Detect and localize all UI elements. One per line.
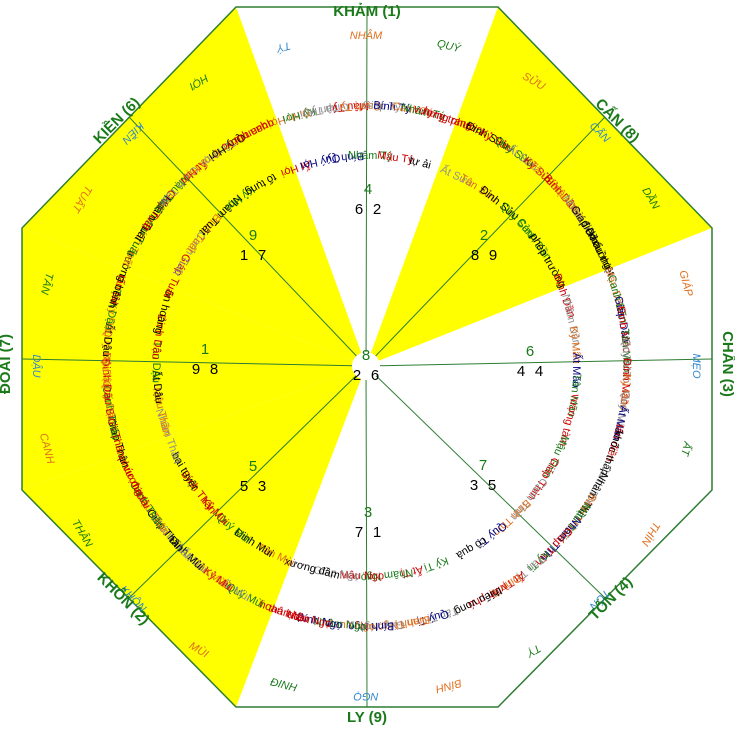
sector-divider [365,6,368,367]
stem-branch-label: Đinh Dậu [99,358,114,404]
palace-left-number-can8: 8 [471,247,479,264]
palace-left-number-khon: 5 [240,478,248,495]
palace-right-number-doai: 8 [210,361,218,378]
palace-right-number-kien: 7 [258,247,266,264]
stem-branch-label: Quý Dậu [99,328,114,372]
palace-left-number-kien: 1 [240,247,248,264]
stem-branch-label: Tân Mão [618,328,633,372]
palace-right-number-ly: 1 [373,524,381,541]
stem-branch-label: Canh Ngọ [325,618,375,633]
sector-title-label: ẤT [678,439,695,458]
palace-main-number-kien: 9 [249,227,257,244]
palace-name-ly: LY (9) [347,709,387,726]
stem-branch-label: Mậu Ngọ [339,569,384,582]
center-right-number: 6 [371,367,379,384]
stem-branch-label: Tân Dậu [150,341,163,383]
sector-divider [128,365,367,599]
octagon-border [21,6,713,708]
center-numbers: 82 6 [353,347,379,384]
palace-sectors [21,6,713,708]
sector-title-label: QUÝ [436,37,463,56]
sector-title-label: NGỌ [353,690,379,702]
stem-branch-label: Nhâm Ngọ [313,616,367,633]
palace-sector-doai [22,228,366,490]
palace-left-number-ton: 3 [470,477,478,494]
stem-branch-label: Bính Tý [373,99,412,115]
stem-branch-label: Kỷ Dậu [100,353,113,389]
stem-branch-label: Mậu Tý [376,150,414,167]
sector-title-label: BÍNH [434,676,463,695]
stem-branch-label: Bính Tý [325,149,364,165]
palace-right-number-kham: 2 [373,201,381,218]
sector-title-label: TÝ [274,39,292,55]
sector-divider [21,358,367,367]
palace-left-number-chan: 4 [517,363,525,380]
stem-branch-label: Ất Dậu [100,323,116,358]
sector-divider [128,116,367,367]
stem-branch-label: Quý Mão [620,338,633,383]
stem-branch-label: Giáp Tý [362,99,401,113]
palace-main-number-chan: 6 [526,343,534,360]
stem-branch-label: Canh Tý [340,100,382,113]
center-hub [352,352,380,380]
palace-name-doai: ĐOÀI (7) [0,334,14,394]
palace-main-number-ton: 7 [479,457,487,474]
stem-branch-label: Giáp Ngọ [358,618,405,633]
palace-main-number-kham: 4 [364,181,372,198]
palace-main-number-can8: 2 [480,227,488,244]
palace-main-number-doai: 1 [201,341,209,358]
sector-title-label: MẸO [690,353,702,379]
palace-right-number-khon: 3 [258,478,266,495]
palace-left-number-doai: 9 [192,361,200,378]
palace-name-kham: KHẢM (1) [333,3,401,20]
stem-branch-label: Bính Ngọ [348,620,394,633]
stem-branch-label: Quý Dậu [100,380,118,425]
stem-branch-label: Ất Mão [570,353,584,388]
stem-branch-label: Mậu Tý [331,100,369,114]
palace-main-number-khon: 5 [249,458,257,475]
sector-title-label: TÂN [38,271,56,296]
sector-title-label: DẬU [30,354,43,377]
center-left-number: 2 [353,367,361,384]
sector-divider [365,358,713,367]
stem-branch-label: Nhâm Ngọ [360,566,414,583]
stem-branch-label: Giáp Tý [309,100,349,117]
stem-branch-label: Kỷ Mão [617,373,633,411]
stem-branch-label: Tân Mão [565,373,583,418]
palace-main-number-ly: 3 [364,504,372,521]
palace-numbers: 46 228 964 473 537 155 319 891 7 [192,181,543,541]
stem-branch-label: Nhâm Tý [348,149,393,162]
stem-branch-label: Ất Tị [400,563,425,581]
sector-divider [365,365,368,708]
sector-divider [365,365,606,599]
palace-left-number-kham: 6 [355,201,363,218]
palace-right-number-chan: 4 [535,363,543,380]
sector-divider [365,116,606,367]
center-top-number: 8 [362,347,370,364]
palace-right-number-can8: 9 [489,247,497,264]
stem-branch-label: Kỷ Mão [567,326,583,364]
palace-sector-khon [22,366,366,707]
palace-sector-ton [366,366,712,707]
stem-branch-label: Đinh Mão [618,358,633,406]
stem-branch-label: tự ải [408,154,432,171]
sector-title-label: NHÂM [350,29,383,42]
palace-left-number-ly: 7 [355,524,363,541]
stem-branch-label: Ất Dậu [150,370,166,405]
palace-name-chan: CHẤN (3) [719,331,735,397]
palace-sector-chan [366,228,712,490]
palace-right-number-ton: 5 [488,477,496,494]
